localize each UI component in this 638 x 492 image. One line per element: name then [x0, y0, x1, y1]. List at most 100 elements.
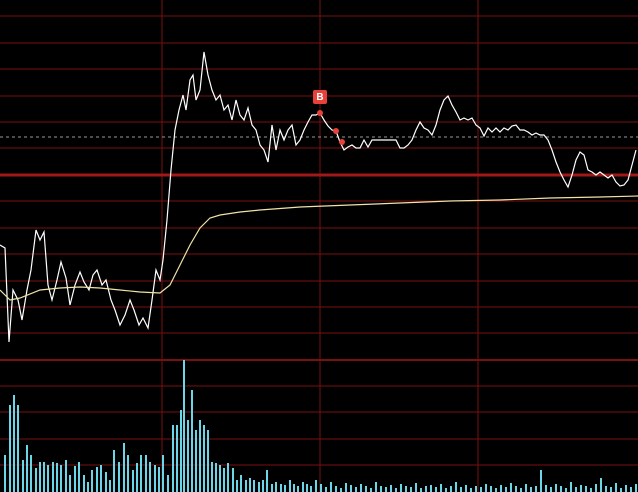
series-line [0, 51, 637, 343]
volume-bar [69, 475, 71, 492]
volume-bar [293, 484, 295, 492]
volume-bar [219, 465, 221, 492]
volume-bar [590, 488, 592, 492]
volume-bar [52, 462, 54, 492]
volume-bar [555, 484, 557, 492]
volume-bar [465, 485, 467, 492]
volume-bar [370, 488, 372, 492]
volume-bar [425, 486, 427, 492]
volume-bar [162, 455, 164, 492]
volume-bar [297, 486, 299, 492]
volume-bar [355, 487, 357, 492]
volume-bar [620, 488, 622, 492]
volume-bar [280, 484, 282, 492]
volume-bar [87, 482, 89, 492]
volume-bar [167, 475, 169, 492]
volume-bar [560, 486, 562, 492]
series-line [0, 195, 638, 301]
volume-bar [232, 468, 234, 492]
volume-bar [78, 462, 80, 492]
volume-bar [145, 455, 147, 492]
volume-bar [470, 488, 472, 492]
volume-bar [118, 462, 120, 492]
volume-bar [249, 478, 251, 492]
volume-bar [495, 488, 497, 492]
volume-bar [199, 420, 201, 492]
volume-bar [420, 488, 422, 492]
volume-bar [390, 485, 392, 492]
volume-bar [310, 486, 312, 492]
volume-bar [183, 360, 185, 492]
volume-bar [325, 487, 327, 492]
volume-bar [445, 488, 447, 492]
volume-bar [289, 480, 291, 492]
volume-bar [480, 487, 482, 492]
volume-bar [335, 486, 337, 492]
volume-bar [105, 472, 107, 492]
volume-bar [154, 465, 156, 492]
volume-bar [575, 487, 577, 492]
volume-bar [266, 470, 268, 492]
volume-bar [47, 465, 49, 492]
volume-bar [490, 486, 492, 492]
volume-bar [545, 485, 547, 492]
volume-bar [91, 470, 93, 492]
volume-bar [236, 480, 238, 492]
volume-bar [360, 484, 362, 492]
volume-bar [320, 484, 322, 492]
volume-bar [123, 443, 125, 492]
volume-bar [450, 486, 452, 492]
trade-marker [333, 128, 339, 134]
volume-bar [17, 405, 19, 492]
volume-bar [43, 462, 45, 492]
volume-bar [630, 487, 632, 492]
volume-bar [211, 462, 213, 492]
volume-bar [525, 484, 527, 492]
volume-bar [60, 465, 62, 492]
volume-bar [127, 455, 129, 492]
volume-bar [365, 486, 367, 492]
volume-bar [4, 455, 6, 492]
volume-bar [56, 463, 58, 492]
volume-bar [430, 485, 432, 492]
volume-bar [585, 486, 587, 492]
volume-bar [258, 482, 260, 492]
volume-bar [485, 484, 487, 492]
volume-bar [74, 466, 76, 492]
volume-bar [253, 480, 255, 492]
marker-badge [313, 90, 327, 104]
volume-bar [191, 390, 193, 492]
volume-bar [207, 430, 209, 492]
volume-bar [65, 460, 67, 492]
volume-bar [455, 482, 457, 492]
volume-bar [460, 487, 462, 492]
volume-bar [330, 482, 332, 492]
volume-bar [500, 485, 502, 492]
volume-bar [149, 462, 151, 492]
volume-bar [30, 455, 32, 492]
volume-bar [26, 445, 28, 492]
volume-bar [570, 482, 572, 492]
volume-bar [380, 486, 382, 492]
volume-bar [96, 467, 98, 492]
volume-bar [375, 482, 377, 492]
volume-bar [158, 467, 160, 492]
volume-bar [435, 487, 437, 492]
volume-bar [315, 480, 317, 492]
volume-bar [306, 484, 308, 492]
volume-bar [600, 478, 602, 492]
volume-bar [172, 425, 174, 492]
volume-bar [176, 425, 178, 492]
volume-bar [275, 482, 277, 492]
volume-bar [109, 480, 111, 492]
volume-bar [132, 470, 134, 492]
volume-bar [510, 483, 512, 492]
volume-bar [415, 483, 417, 492]
volume-bar [610, 487, 612, 492]
volume-bar [227, 463, 229, 492]
volume-bar [203, 425, 205, 492]
volume-bar [395, 488, 397, 492]
volume-bar [505, 487, 507, 492]
